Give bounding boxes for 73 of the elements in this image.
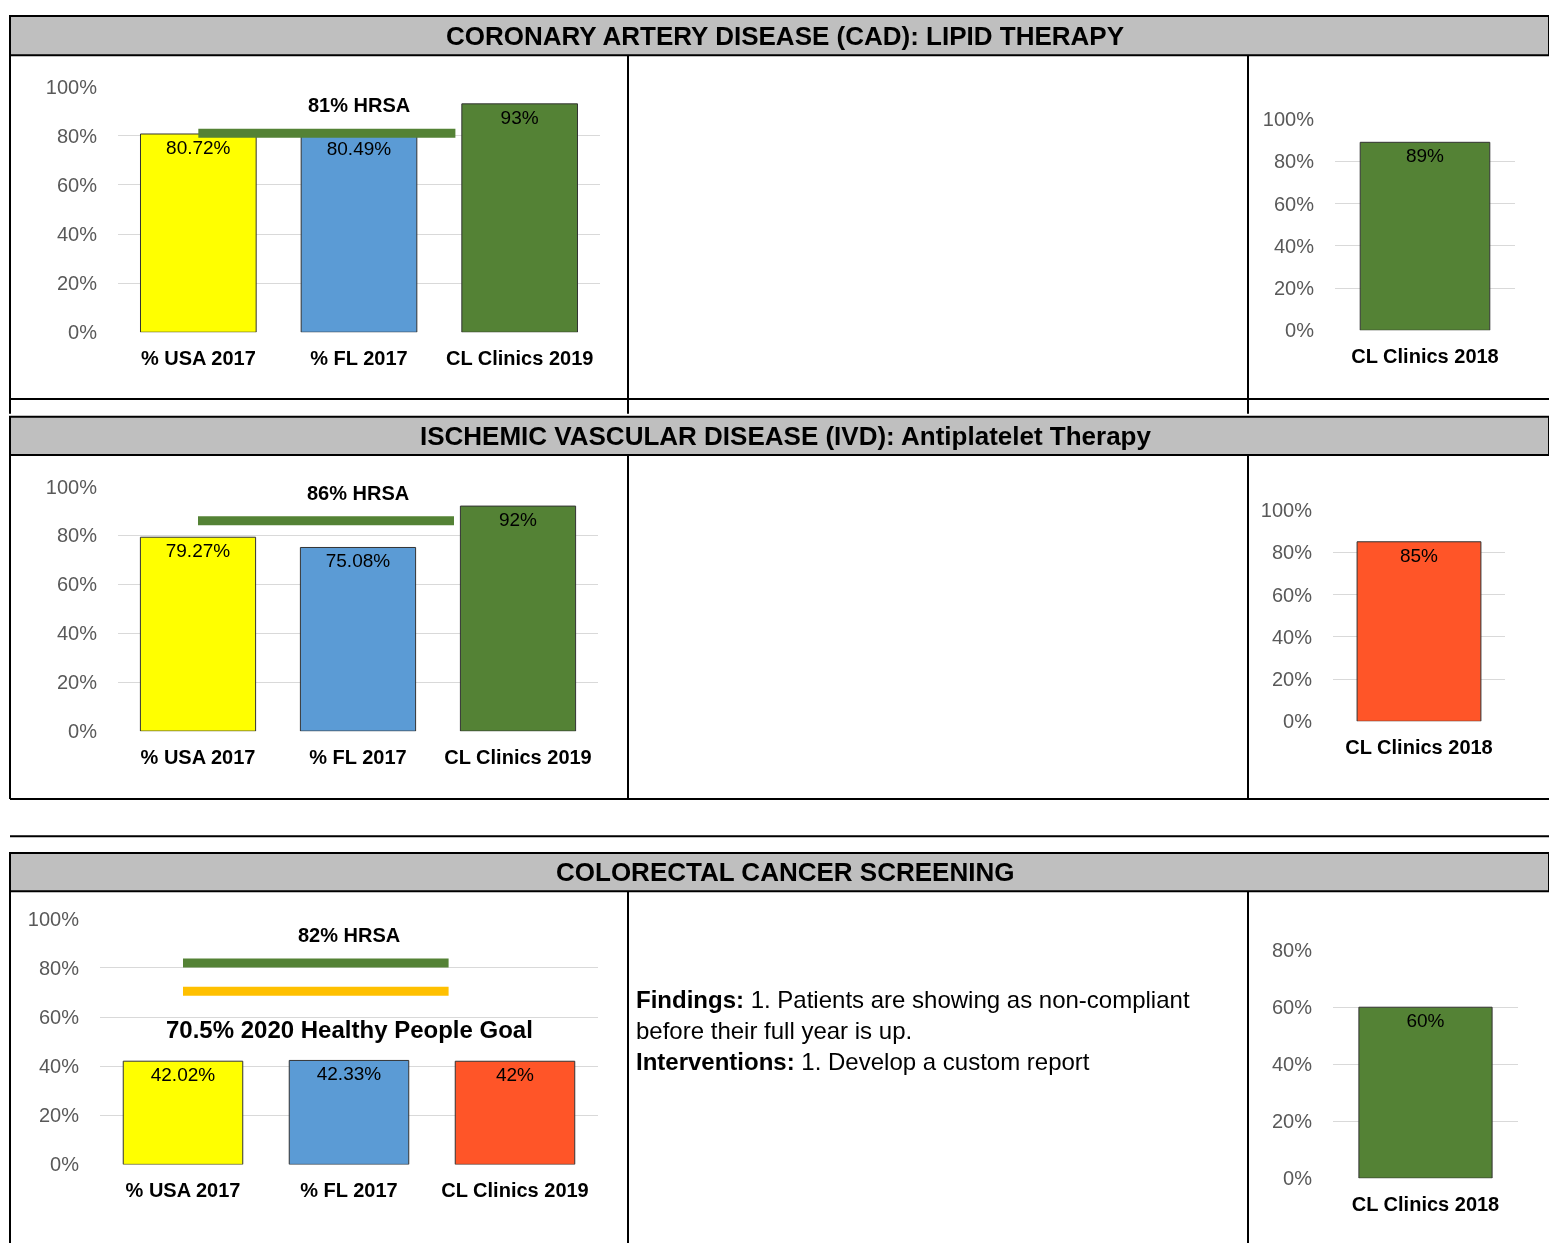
- y-tick-label: 80%: [56, 524, 98, 547]
- y-tick-label: 60%: [56, 573, 98, 596]
- bar: [299, 546, 417, 732]
- y-tick-label: 100%: [27, 907, 80, 930]
- y-tick-label: 60%: [1271, 583, 1313, 606]
- x-tick-label: CL Clinics 2018: [1351, 1193, 1500, 1216]
- ref-line-label: 81% HRSA: [308, 94, 411, 116]
- y-tick-label: 100%: [1260, 499, 1313, 522]
- y-tick-label: 20%: [38, 1104, 80, 1127]
- data-label: 75.08%: [325, 550, 391, 572]
- y-tick-label: 40%: [56, 622, 98, 645]
- bar: [459, 505, 577, 732]
- y-tick-label: 20%: [56, 272, 98, 295]
- y-tick-label: 80%: [1271, 939, 1313, 962]
- y-tick-label: 60%: [1273, 192, 1315, 215]
- data-label: 93%: [500, 106, 539, 128]
- x-tick-label: % FL 2017: [300, 1179, 398, 1202]
- y-tick-label: 0%: [1283, 710, 1313, 733]
- y-tick-label: 100%: [45, 75, 98, 98]
- x-tick-label: CL Clinics 2019: [441, 1179, 589, 1202]
- y-tick-label: 0%: [68, 321, 98, 344]
- y-tick-label: 80%: [1273, 150, 1315, 173]
- y-tick-label: 20%: [1271, 668, 1313, 691]
- ref-line-label: 70.5% 2020 Healthy People Goal: [166, 1016, 533, 1043]
- y-tick-label: 0%: [1283, 1167, 1313, 1190]
- y-tick-label: 40%: [1271, 1053, 1313, 1076]
- x-tick-label: % USA 2017: [140, 347, 256, 370]
- data-label: 79.27%: [165, 540, 231, 562]
- x-tick-label: % FL 2017: [309, 746, 407, 769]
- data-label: 42%: [495, 1064, 535, 1086]
- bar: [139, 536, 257, 732]
- bar: [461, 103, 579, 333]
- text: CORONARY ARTERY DISEASE (CAD): LIPID THERAPY: [446, 21, 1124, 51]
- x-tick-label: % USA 2017: [140, 746, 256, 769]
- y-tick-label: 60%: [56, 173, 98, 196]
- data-label: 92%: [498, 509, 538, 531]
- y-tick-label: 60%: [1271, 996, 1313, 1019]
- data-label: 80.49%: [326, 137, 392, 159]
- y-tick-label: 40%: [38, 1055, 80, 1078]
- y-tick-label: 0%: [1285, 319, 1315, 342]
- data-label: 89%: [1405, 145, 1445, 167]
- y-tick-label: 20%: [56, 671, 98, 694]
- y-tick-label: 40%: [56, 223, 98, 246]
- x-tick-label: % FL 2017: [310, 347, 408, 370]
- bar: [139, 133, 257, 333]
- y-tick-label: 20%: [1271, 1110, 1313, 1133]
- data-label: 85%: [1399, 544, 1439, 566]
- y-tick-label: 0%: [68, 720, 98, 743]
- y-tick-label: 80%: [56, 124, 98, 147]
- text: Interventions: 1. Develop a custom report: [636, 1048, 1090, 1076]
- y-tick-label: 40%: [1271, 625, 1313, 648]
- ref-line-label: 82% HRSA: [298, 924, 401, 946]
- text: ISCHEMIC VASCULAR DISEASE (IVD): Antiplatelet Therapy: [420, 421, 1152, 451]
- y-tick-label: 100%: [1262, 108, 1315, 131]
- y-tick-label: 60%: [38, 1006, 80, 1029]
- y-tick-label: 100%: [45, 475, 98, 498]
- data-label: 42.33%: [316, 1063, 382, 1085]
- data-label: 80.72%: [166, 137, 231, 158]
- ref-line-label: 86% HRSA: [307, 482, 410, 504]
- data-label: 60%: [1406, 1010, 1445, 1032]
- y-tick-label: 20%: [1273, 277, 1315, 300]
- x-tick-label: CL Clinics 2019: [445, 347, 594, 370]
- x-tick-label: CL Clinics 2018: [1351, 345, 1499, 368]
- text: Findings: 1. Patients are showing as non-compliant before their full year is up.: [636, 986, 1190, 1045]
- y-tick-label: 80%: [1271, 541, 1313, 564]
- y-tick-label: 0%: [50, 1153, 80, 1176]
- text: COLORECTAL CANCER SCREENING: [556, 857, 1015, 887]
- data-label: 42.02%: [150, 1064, 216, 1086]
- y-tick-label: 80%: [38, 956, 80, 979]
- x-tick-label: CL Clinics 2018: [1345, 736, 1493, 759]
- y-tick-label: 40%: [1273, 234, 1315, 257]
- x-tick-label: CL Clinics 2019: [444, 746, 592, 769]
- x-tick-label: % USA 2017: [125, 1179, 241, 1202]
